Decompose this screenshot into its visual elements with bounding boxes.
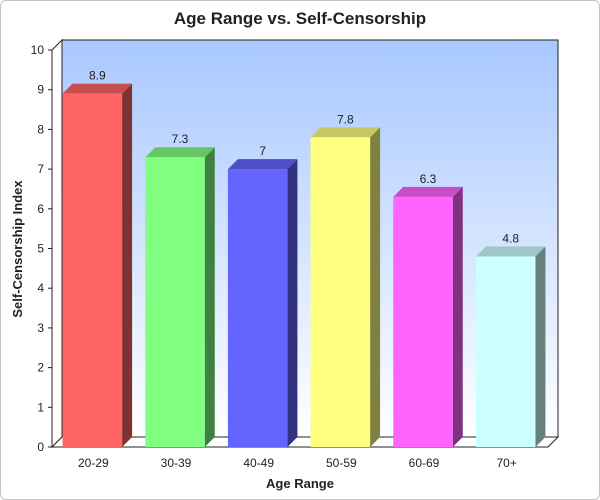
chart-title: Age Range vs. Self-Censorship [174,9,426,28]
y-tick-label: 3 [37,321,44,335]
y-tick-label: 7 [37,162,44,176]
bar [310,137,371,447]
y-tick-label: 0 [37,440,44,454]
bar [393,196,453,447]
data-label: 7.3 [172,132,189,146]
y-tick-label: 5 [37,242,44,256]
bar [475,256,536,447]
x-tick-label: 70+ [496,456,516,470]
y-axis-label: Self-Censorship Index [10,180,25,318]
data-label: 7.8 [337,112,354,126]
bar-top [227,159,298,170]
y-tick-label: 2 [37,361,44,375]
bar [227,169,288,447]
bar [145,157,205,447]
data-label: 8.9 [89,69,106,83]
x-tick-label: 30-39 [161,456,192,470]
data-label: 7 [259,144,266,158]
bar-side [287,159,298,447]
bar-top [393,186,463,197]
y-tick-label: 4 [37,281,44,295]
bar-side [535,246,546,447]
bar-top [310,127,381,138]
bar-side [370,127,381,447]
y-tick-label: 6 [37,202,44,216]
y-tick-label: 1 [37,400,44,414]
x-tick-label: 60-69 [409,456,440,470]
plot-area: 0 1 2 3 4 5 6 7 8 9 10 8.9 20-29 7.3 30-39 7 40-49 7.8 50-… [31,38,560,470]
y-tick-label: 8 [37,122,44,136]
x-tick-label: 50-59 [326,456,357,470]
x-axis-label: Age Range [266,476,334,491]
plot-left-wall [51,38,63,449]
bar-side [452,186,463,447]
bar-top [145,147,215,158]
x-tick-label: 40-49 [243,456,274,470]
y-tick-label: 10 [31,43,45,57]
bar [62,93,123,448]
bar-top [62,83,133,94]
y-tick-label: 9 [37,83,44,97]
bar-side [204,147,215,447]
x-tick-label: 20-29 [78,456,109,470]
bar-side [122,83,133,448]
bar-top [475,246,546,257]
data-label: 6.3 [420,172,437,186]
data-label: 4.8 [502,231,519,245]
plot-back-wall [61,39,559,438]
